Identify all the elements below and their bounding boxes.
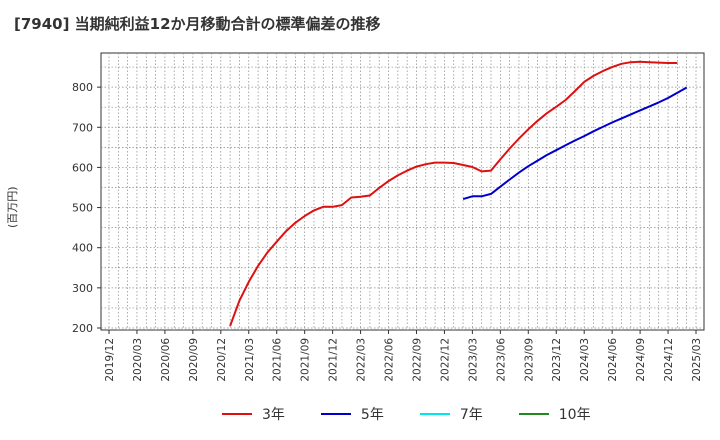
series-line-3年 <box>229 60 678 327</box>
x-tick-label: 2024/09 <box>635 338 647 382</box>
x-tick-label: 2023/06 <box>495 338 507 382</box>
legend-item-5y[interactable]: 5年 <box>320 404 384 424</box>
chart-title: [7940] 当期純利益12か月移動合計の標準偏差の推移 <box>14 15 381 33</box>
x-tick-label: 2022/03 <box>356 338 368 382</box>
y-tick-label: 700 <box>72 121 93 134</box>
y-tick-label: 500 <box>72 202 93 215</box>
series-line-5年 <box>462 86 688 201</box>
legend-swatch-5y <box>320 413 351 415</box>
x-tick-label: 2023/12 <box>551 338 563 382</box>
legend-swatch-10y <box>518 413 549 415</box>
x-tick-label: 2024/06 <box>607 338 619 382</box>
x-tick-label: 2021/12 <box>328 338 340 382</box>
legend-swatch-3y <box>222 413 252 415</box>
x-tick-label: 2023/03 <box>467 338 479 382</box>
y-tick-label: 300 <box>72 282 93 295</box>
legend-label-10y: 10年 <box>558 407 591 423</box>
x-tick-label: 2020/09 <box>188 338 200 382</box>
legend-item-10y[interactable]: 10年 <box>518 404 591 424</box>
x-tick-label: 2024/12 <box>663 338 675 382</box>
x-tick-label: 2022/12 <box>439 338 451 382</box>
x-tick-label: 2023/09 <box>523 338 535 382</box>
y-tick-label: 800 <box>72 81 93 94</box>
y-tick-label: 400 <box>72 242 93 255</box>
legend: 3年 5年 7年 10年 <box>222 404 627 424</box>
legend-label-3y: 3年 <box>262 407 285 423</box>
x-tick-label: 2022/06 <box>384 338 396 382</box>
legend-item-7y[interactable]: 7年 <box>419 404 483 424</box>
y-tick-label: 200 <box>72 322 93 335</box>
x-tick-label: 2019/12 <box>104 338 116 382</box>
x-tick-label: 2020/03 <box>132 338 144 382</box>
x-tick-label: 2025/03 <box>691 338 703 382</box>
x-tick-label: 2020/06 <box>160 338 172 382</box>
x-tick-label: 2021/09 <box>300 338 312 382</box>
x-tick-label: 2021/03 <box>244 338 256 382</box>
legend-label-7y: 7年 <box>459 407 483 423</box>
x-tick-label: 2021/06 <box>272 338 284 382</box>
legend-label-5y: 5年 <box>360 407 384 423</box>
legend-item-3y[interactable]: 3年 <box>222 404 285 424</box>
plot-area <box>100 52 705 331</box>
x-tick-label: 2020/12 <box>216 338 228 382</box>
x-tick-label: 2024/03 <box>579 338 591 382</box>
y-tick-label: 600 <box>72 161 93 174</box>
x-tick-label: 2022/09 <box>411 338 423 382</box>
legend-swatch-7y <box>419 413 450 415</box>
